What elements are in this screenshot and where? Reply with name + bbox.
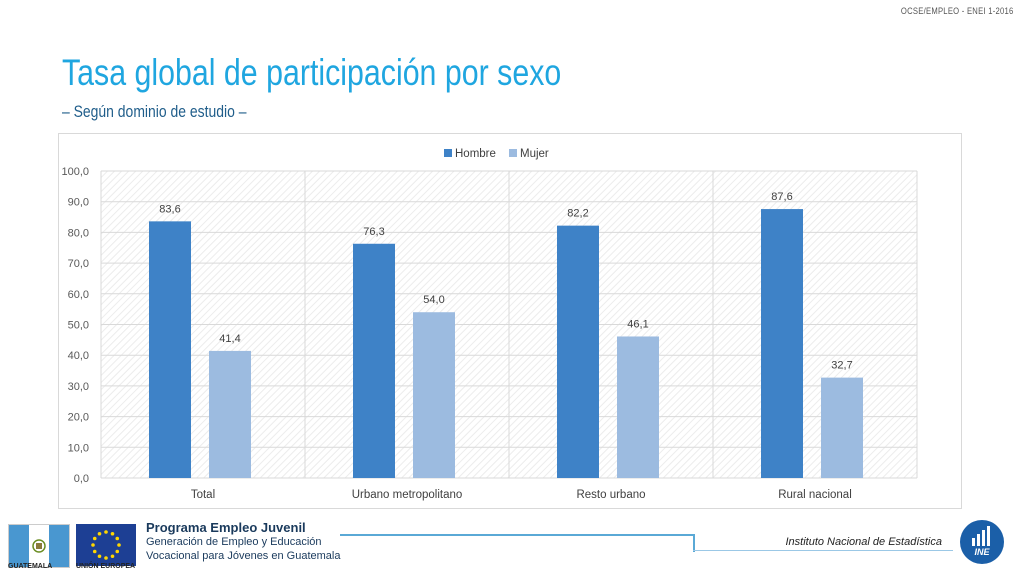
- program-line-2: Vocacional para Jóvenes en Guatemala: [146, 550, 341, 562]
- x-category-label: Urbano metropolitano: [352, 489, 463, 501]
- y-tick-label: 30,0: [68, 381, 89, 393]
- data-label: 83,6: [159, 203, 180, 215]
- x-category-label: Rural nacional: [778, 489, 852, 501]
- program-title: Programa Empleo Juvenil: [146, 520, 306, 535]
- y-tick-label: 50,0: [68, 320, 89, 332]
- y-tick-label: 90,0: [68, 197, 89, 209]
- bar-hombre: [149, 221, 191, 478]
- bar-chart: 0,0 10,0 20,0 30,0 40,0 50,0 60,0 70,0 80,0 90,0 1…: [61, 148, 918, 501]
- footer-divider: [340, 534, 695, 536]
- guatemala-flag-icon: [8, 524, 70, 568]
- bar-mujer: [209, 350, 251, 478]
- y-tick-label: 20,0: [68, 412, 89, 424]
- program-line-1: Generación de Empleo y Educación: [146, 536, 322, 548]
- x-category-label: Total: [191, 489, 215, 501]
- legend-swatch: [444, 149, 452, 157]
- page-subtitle: – Según dominio de estudio –: [62, 102, 247, 121]
- data-label: 32,7: [831, 360, 852, 372]
- eu-label: UNIÓN EUROPEA: [76, 563, 136, 570]
- y-tick-label: 70,0: [68, 258, 89, 270]
- guatemala-label: GUATEMALA: [8, 563, 53, 570]
- header-reference: OCSE/EMPLEO - ENEI 1-2016: [901, 6, 1014, 16]
- data-label: 76,3: [363, 226, 384, 238]
- y-tick-label: 80,0: [68, 227, 89, 239]
- ine-logo-icon: INE: [960, 520, 1004, 564]
- y-tick-label: 100,0: [61, 166, 89, 178]
- eu-flag-icon: [76, 524, 136, 566]
- page-title: Tasa global de participación por sexo: [62, 52, 562, 93]
- data-label: 82,2: [567, 208, 588, 220]
- data-label: 87,6: [771, 191, 792, 203]
- y-tick-label: 40,0: [68, 350, 89, 362]
- x-category-label: Resto urbano: [576, 489, 645, 501]
- ine-logo-text: INE: [974, 547, 990, 557]
- data-label: 41,4: [219, 333, 240, 345]
- legend-label: Mujer: [520, 148, 549, 160]
- data-label: 46,1: [627, 318, 648, 330]
- y-tick-label: 0,0: [74, 473, 89, 485]
- bar-hombre: [353, 243, 395, 478]
- bar-hombre: [761, 209, 803, 478]
- footer: GUATEMALA UNIÓN EUROPEA Programa Empleo …: [0, 516, 1024, 576]
- institute-name: Instituto Nacional de Estadística: [785, 536, 942, 548]
- bar-mujer: [617, 336, 659, 478]
- bar-mujer: [413, 312, 455, 478]
- y-tick-label: 60,0: [68, 289, 89, 301]
- footer-divider-vertical: [693, 534, 695, 552]
- legend-swatch: [509, 149, 517, 157]
- legend-label: Hombre: [455, 148, 496, 160]
- chart-frame: 0,0 10,0 20,0 30,0 40,0 50,0 60,0 70,0 80,0 90,0 1…: [58, 133, 962, 509]
- data-label: 54,0: [423, 294, 444, 306]
- bar-mujer: [821, 377, 863, 478]
- bar-hombre: [557, 225, 599, 478]
- y-tick-label: 10,0: [68, 442, 89, 454]
- footer-divider-lower: [693, 550, 953, 551]
